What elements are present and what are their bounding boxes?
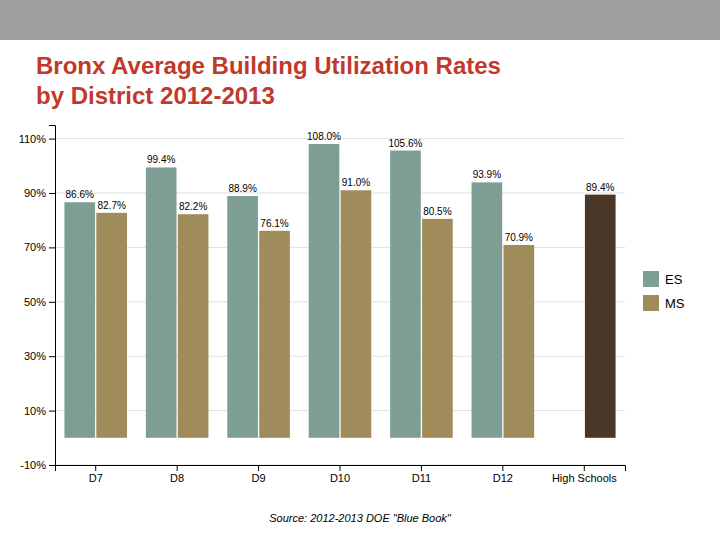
grid-line [55, 356, 625, 357]
data-label: 86.6% [66, 189, 94, 200]
x-tick: D8 [170, 465, 184, 484]
grid-line [55, 410, 625, 411]
x-tick: D10 [330, 465, 350, 484]
bar [309, 144, 340, 438]
legend-item: MS [643, 295, 685, 311]
x-tick-label: D11 [412, 472, 431, 484]
y-tick-mark [49, 139, 55, 140]
bar [146, 167, 177, 437]
grid [55, 139, 625, 465]
y-tick-mark [49, 465, 55, 466]
data-labels: 86.6% 99.4% 88.9% 108.0% 105.6% 93.9% 82.7% 82.… [66, 131, 615, 243]
bar [227, 196, 258, 438]
x-tick-mark [340, 465, 341, 471]
legend-item: ES [643, 271, 683, 287]
chart: Bronx Average Building Utilization Rates… [0, 0, 720, 540]
x-tick: D9 [252, 465, 266, 484]
bar [472, 182, 503, 437]
plot: 86.6% 99.4% 88.9% 108.0% 105.6% 93.9% 82.7% 82.… [19, 126, 626, 484]
bars [64, 144, 615, 438]
x-tick-label: D7 [89, 472, 103, 484]
x-tick: D11 [412, 465, 431, 484]
y-tick: 10% [24, 405, 55, 417]
data-label: 89.4% [586, 182, 614, 193]
x-tick: D7 [89, 465, 103, 484]
y-tick: -10% [20, 459, 55, 471]
data-label: 76.1% [260, 218, 288, 229]
bar [503, 245, 534, 438]
x-tick-mark [258, 465, 259, 471]
data-label: 91.0% [342, 177, 370, 188]
y-tick-mark [49, 193, 55, 194]
bar [64, 202, 95, 438]
y-tick-mark [49, 302, 55, 303]
bar [259, 231, 290, 438]
bar [422, 219, 453, 438]
bar [390, 151, 421, 438]
grid-line [55, 193, 625, 194]
title: Bronx Average Building Utilization Rates [36, 52, 501, 79]
x-tick-label: D9 [252, 472, 266, 484]
x-tick-mark [421, 465, 422, 471]
x-tick: High Schools [552, 465, 617, 484]
y-tick-label: 10% [24, 405, 46, 417]
y-axis-line [49, 126, 56, 466]
y-tick-label: -10% [20, 459, 46, 471]
x-axis-line [56, 466, 626, 472]
x-tick-mark [584, 465, 585, 471]
x-axis: D7 D8 D9 D10 D11 D12 High Schools [56, 465, 626, 484]
x-tick: D12 [493, 465, 513, 484]
data-label: 80.5% [423, 206, 451, 217]
banner [0, 0, 720, 40]
legend: ES MS [643, 271, 685, 311]
x-tick-mark [95, 465, 96, 471]
bar [341, 190, 372, 438]
y-tick: 70% [24, 241, 55, 253]
bar [96, 213, 127, 438]
y-tick-mark [49, 356, 55, 357]
grid-line [55, 301, 625, 302]
data-label: 82.2% [179, 201, 207, 212]
y-tick: 50% [24, 296, 55, 308]
source-note: Source: 2012-2013 DOE "Blue Book" [269, 512, 452, 524]
bar [178, 214, 209, 438]
y-tick-label: 90% [24, 187, 46, 199]
x-tick-mark [177, 465, 178, 471]
legend-label: ES [665, 272, 683, 287]
x-tick-label: High Schools [552, 472, 617, 484]
bar [585, 195, 616, 438]
y-tick-mark [49, 411, 55, 412]
y-tick: 30% [24, 350, 55, 362]
y-tick-label: 30% [24, 350, 46, 362]
y-tick-label: 50% [24, 296, 46, 308]
x-tick-label: D8 [170, 472, 184, 484]
x-tick-label: D10 [330, 472, 350, 484]
data-label: 93.9% [473, 169, 501, 180]
y-tick-label: 110% [19, 133, 47, 145]
y-tick: 90% [24, 187, 55, 199]
legend-swatch [643, 295, 659, 311]
data-label: 105.6% [389, 138, 423, 149]
subtitle: by District 2012-2013 [36, 82, 275, 109]
data-label: 108.0% [307, 131, 341, 142]
data-label: 99.4% [147, 154, 175, 165]
x-tick-mark [502, 465, 503, 471]
y-tick: 110% [19, 133, 55, 145]
data-label: 82.7% [98, 200, 126, 211]
legend-label: MS [665, 296, 685, 311]
legend-swatch [643, 271, 659, 287]
data-label: 70.9% [505, 232, 533, 243]
grid-line [55, 247, 625, 248]
y-tick-label: 70% [24, 241, 46, 253]
y-axis: -10% 10% 30% 50% 70% 90% 110% [19, 126, 56, 472]
y-tick-mark [49, 247, 55, 248]
x-tick-label: D12 [493, 472, 513, 484]
data-label: 88.9% [228, 183, 256, 194]
